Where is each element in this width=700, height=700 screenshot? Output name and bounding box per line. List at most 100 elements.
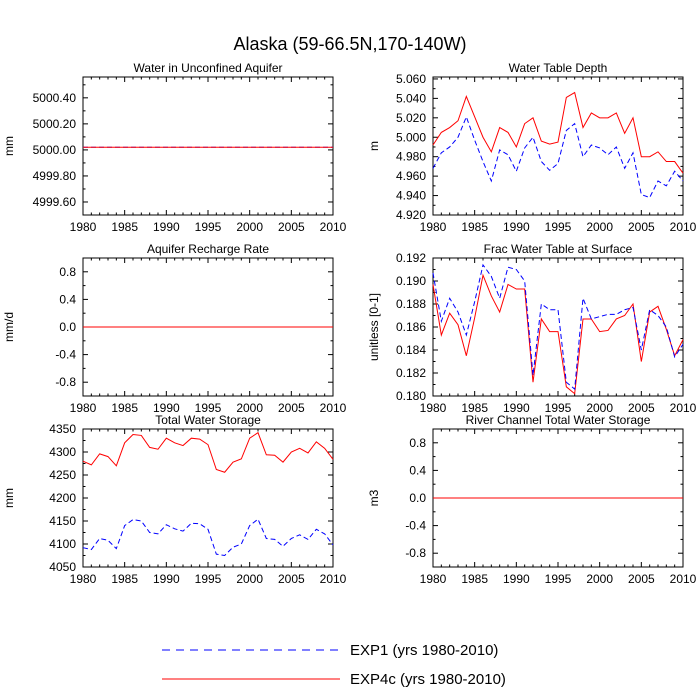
y-axis-label-total-water-storage: mm (2, 488, 16, 508)
x-tick-label-aquifer-water: 1985 (111, 220, 138, 234)
x-tick-label-frac-water-table: 1990 (503, 401, 530, 415)
y-tick-label-river-storage: 0.4 (409, 463, 426, 477)
x-tick-label-water-table-depth: 2005 (628, 220, 655, 234)
series-exp4c-total-water-storage (82, 431, 334, 473)
x-tick-label-recharge-rate: 2005 (278, 401, 305, 415)
y-tick-label-total-water-storage: 4250 (49, 468, 76, 482)
y-tick-label-water-table-depth: 4.960 (396, 169, 426, 183)
panels: Water in Unconfined Aquifer 1980 1985 1990 1… (2, 61, 697, 586)
y-tick-label-recharge-rate: -0.4 (55, 348, 76, 362)
x-tick-label-frac-water-table: 2010 (670, 401, 697, 415)
x-tick-label-water-table-depth: 1980 (420, 220, 447, 234)
y-tick-label-river-storage: -0.8 (405, 546, 426, 560)
x-tick-label-recharge-rate: 1995 (195, 401, 222, 415)
x-tick-label-river-storage: 1990 (503, 572, 530, 586)
panel-title-aquifer-water: Water in Unconfined Aquifer (134, 61, 283, 75)
panel-aquifer-water: Water in Unconfined Aquifer 1980 1985 1990 1… (2, 61, 347, 234)
panel-total-water-storage: Total Water Storage 1980 1985 1990 1995 2000 2… (2, 413, 347, 586)
x-tick-label-recharge-rate: 2000 (236, 401, 263, 415)
x-tick-label-water-table-depth: 1995 (545, 220, 572, 234)
y-tick-label-total-water-storage: 4100 (49, 537, 76, 551)
x-tick-label-river-storage: 2000 (586, 572, 613, 586)
plot-frame-water-table-depth (432, 76, 684, 216)
y-tick-label-river-storage: -0.4 (405, 519, 426, 533)
x-tick-label-total-water-storage: 1980 (70, 572, 97, 586)
y-tick-label-water-table-depth: 4.940 (396, 189, 426, 203)
y-tick-label-water-table-depth: 4.980 (396, 150, 426, 164)
series-exp4c-frac-water-table (432, 273, 684, 395)
y-tick-label-aquifer-water: 5000.20 (33, 117, 77, 131)
y-tick-label-river-storage: 0.0 (409, 491, 426, 505)
y-tick-label-water-table-depth: 5.020 (396, 111, 426, 125)
x-tick-label-total-water-storage: 1985 (111, 572, 138, 586)
panel-title-water-table-depth: Water Table Depth (509, 61, 608, 75)
y-tick-label-frac-water-table: 0.184 (396, 343, 426, 357)
legend-label-exp1: EXP1 (yrs 1980-2010) (350, 642, 498, 659)
y-tick-label-aquifer-water: 5000.40 (33, 91, 77, 105)
y-tick-label-total-water-storage: 4200 (49, 491, 76, 505)
x-tick-label-frac-water-table: 1995 (545, 401, 572, 415)
y-axis-label-aquifer-water: mm (2, 136, 16, 156)
y-tick-label-recharge-rate: 0.0 (59, 320, 76, 334)
x-tick-label-water-table-depth: 2010 (670, 220, 697, 234)
x-tick-label-river-storage: 2005 (628, 572, 655, 586)
y-tick-label-frac-water-table: 0.190 (396, 274, 426, 288)
y-tick-label-water-table-depth: 5.060 (396, 72, 426, 86)
y-tick-label-recharge-rate: 0.8 (59, 265, 76, 279)
y-tick-label-frac-water-table: 0.186 (396, 320, 426, 334)
x-tick-label-total-water-storage: 1995 (195, 572, 222, 586)
series-exp1-total-water-storage (82, 518, 334, 557)
panel-frac-water-table: Frac Water Table at Surface 1980 1985 1990 1… (367, 242, 697, 415)
y-tick-label-water-table-depth: 5.000 (396, 130, 426, 144)
y-tick-label-aquifer-water: 4999.80 (33, 169, 77, 183)
y-tick-label-frac-water-table: 0.188 (396, 297, 426, 311)
panel-recharge-rate: Aquifer Recharge Rate 1980 1985 1990 1995 200… (2, 242, 347, 415)
y-tick-label-total-water-storage: 4150 (49, 514, 76, 528)
y-tick-label-recharge-rate: -0.8 (55, 375, 76, 389)
x-tick-label-river-storage: 1985 (461, 572, 488, 586)
panel-title-frac-water-table: Frac Water Table at Surface (484, 242, 633, 256)
x-tick-label-river-storage: 1980 (420, 572, 447, 586)
x-tick-label-water-table-depth: 1985 (461, 220, 488, 234)
y-axis-label-river-storage: m3 (367, 489, 381, 506)
plot-frame-frac-water-table (432, 257, 684, 397)
y-tick-label-total-water-storage: 4300 (49, 445, 76, 459)
x-tick-label-aquifer-water: 1980 (70, 220, 97, 234)
y-axis-label-frac-water-table: unitless [0-1] (367, 293, 381, 361)
y-tick-label-water-table-depth: 5.040 (396, 91, 426, 105)
x-tick-label-aquifer-water: 2000 (236, 220, 263, 234)
series-exp1-frac-water-table (432, 263, 684, 391)
x-tick-label-recharge-rate: 1990 (153, 401, 180, 415)
x-tick-label-aquifer-water: 2010 (320, 220, 347, 234)
x-tick-label-aquifer-water: 1990 (153, 220, 180, 234)
y-tick-label-total-water-storage: 4050 (49, 560, 76, 574)
legend: EXP1 (yrs 1980-2010) EXP4c (yrs 1980-201… (162, 642, 506, 688)
y-tick-label-recharge-rate: 0.4 (59, 292, 76, 306)
y-tick-label-aquifer-water: 5000.00 (33, 143, 77, 157)
x-tick-label-water-table-depth: 2000 (586, 220, 613, 234)
series-exp4c-water-table-depth (432, 91, 684, 174)
x-tick-label-recharge-rate: 2010 (320, 401, 347, 415)
x-tick-label-river-storage: 1995 (545, 572, 572, 586)
plot-frame-aquifer-water (82, 76, 334, 216)
x-tick-label-recharge-rate: 1985 (111, 401, 138, 415)
x-tick-label-frac-water-table: 1985 (461, 401, 488, 415)
panel-water-table-depth: Water Table Depth 1980 1985 1990 1995 2000 200… (367, 61, 697, 234)
x-tick-label-total-water-storage: 1990 (153, 572, 180, 586)
x-tick-label-total-water-storage: 2005 (278, 572, 305, 586)
x-tick-label-frac-water-table: 2000 (586, 401, 613, 415)
y-tick-label-frac-water-table: 0.182 (396, 366, 426, 380)
y-tick-label-river-storage: 0.8 (409, 436, 426, 450)
x-tick-label-total-water-storage: 2010 (320, 572, 347, 586)
panel-title-recharge-rate: Aquifer Recharge Rate (147, 242, 269, 256)
legend-label-exp4c: EXP4c (yrs 1980-2010) (350, 671, 506, 688)
y-tick-label-frac-water-table: 0.180 (396, 389, 426, 403)
y-tick-label-total-water-storage: 4350 (49, 422, 76, 436)
figure-title: Alaska (59-66.5N,170-140W) (233, 34, 466, 54)
y-tick-label-frac-water-table: 0.192 (396, 251, 426, 265)
panel-river-storage: River Channel Total Water Storage 1980 198… (367, 413, 697, 586)
x-tick-label-water-table-depth: 1990 (503, 220, 530, 234)
y-axis-label-water-table-depth: m (367, 141, 381, 151)
y-tick-label-aquifer-water: 4999.60 (33, 195, 77, 209)
